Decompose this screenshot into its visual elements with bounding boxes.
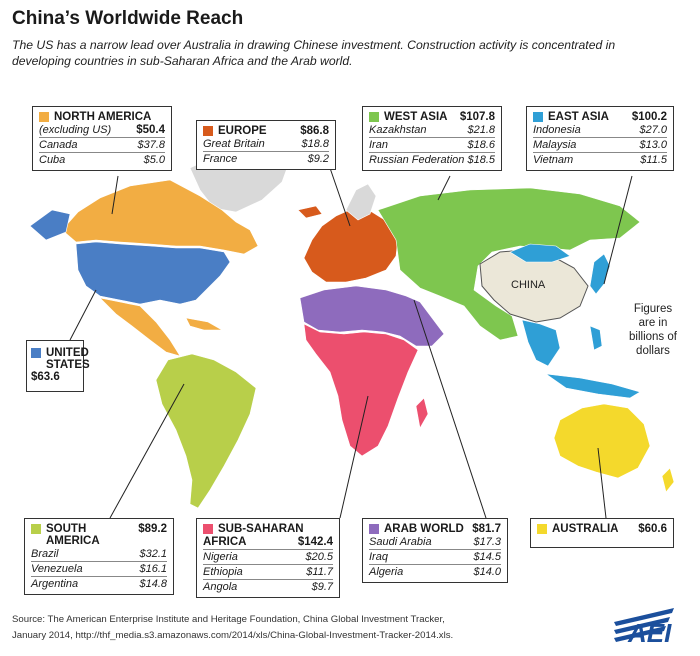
figures-note: Figures are in billions of dollars [629, 303, 677, 357]
page-subtitle: The US has a narrow lead over Australia … [12, 38, 616, 68]
north-america-box: NORTH AMERICA (excluding US) $50.4 Canada… [32, 106, 172, 171]
europe-swatch [203, 126, 213, 136]
west-asia-shape [377, 187, 641, 341]
new-zealand-shape [661, 467, 675, 493]
north-america-swatch [39, 112, 49, 122]
arab-world-swatch [369, 524, 379, 534]
australia-box: AUSTRALIA $60.6 [530, 518, 674, 548]
arab-world-shape [299, 285, 445, 347]
united-states-box: UNITED STATES $63.6 [26, 340, 90, 392]
east-asia-swatch [533, 112, 543, 122]
scandinavia-shape [345, 183, 377, 221]
south-america-shape [155, 353, 257, 509]
west-asia-swatch [369, 112, 379, 122]
aei-logo: AEI [614, 608, 674, 648]
southeast-asia-shape [521, 319, 561, 367]
sub-saharan-africa-shape [303, 323, 419, 457]
arab-world-box: ARAB WORLD $81.7 Saudi Arabia $17.3 Iraq $… [362, 518, 508, 583]
madagascar-shape [415, 397, 429, 429]
united-states-swatch [31, 348, 41, 358]
leader-north-america [111, 175, 119, 215]
south-america-box: SOUTH AMERICA $89.2 Brazil $32.1 Venezuel… [24, 518, 174, 595]
leader-south-america [109, 383, 185, 519]
leader-europe [329, 167, 351, 227]
iceland-shape [297, 205, 323, 219]
south-america-swatch [31, 524, 41, 534]
svg-text:AEI: AEI [627, 618, 672, 648]
united-states-shape [75, 241, 231, 305]
leader-arab-world [413, 299, 487, 519]
philippines-shape [589, 325, 603, 351]
australia-shape [553, 403, 651, 479]
west-asia-box: WEST ASIA $107.8 Kazakhstan $21.8 Iran $18… [362, 106, 502, 171]
leader-west-asia [437, 175, 451, 201]
sub-saharan-africa-swatch [203, 524, 213, 534]
sub-saharan-africa-box: SUB-SAHARAN AFRICA $142.4 Nigeria $20.5 Et… [196, 518, 340, 598]
china-label: CHINA [511, 279, 546, 291]
east-asia-box: EAST ASIA $100.2 Indonesia $27.0 Malaysia… [526, 106, 674, 171]
indonesia-shape [545, 373, 641, 399]
leader-sub-saharan [339, 395, 369, 519]
caribbean-shape [185, 317, 224, 331]
leader-east-asia [603, 175, 633, 285]
europe-box: EUROPE $86.8 Great Britain $18.8 France $9… [196, 120, 336, 170]
page-title: China’s Worldwide Reach [12, 8, 244, 29]
north-america-shape [61, 179, 259, 255]
australia-swatch [537, 524, 547, 534]
alaska-shape [29, 209, 71, 241]
leader-united-states [69, 289, 97, 341]
mexico-shape [99, 297, 181, 357]
source-note: Source: The American Enterprise Institut… [12, 614, 454, 641]
mongolia-shape [509, 243, 571, 263]
leader-australia [597, 447, 607, 519]
